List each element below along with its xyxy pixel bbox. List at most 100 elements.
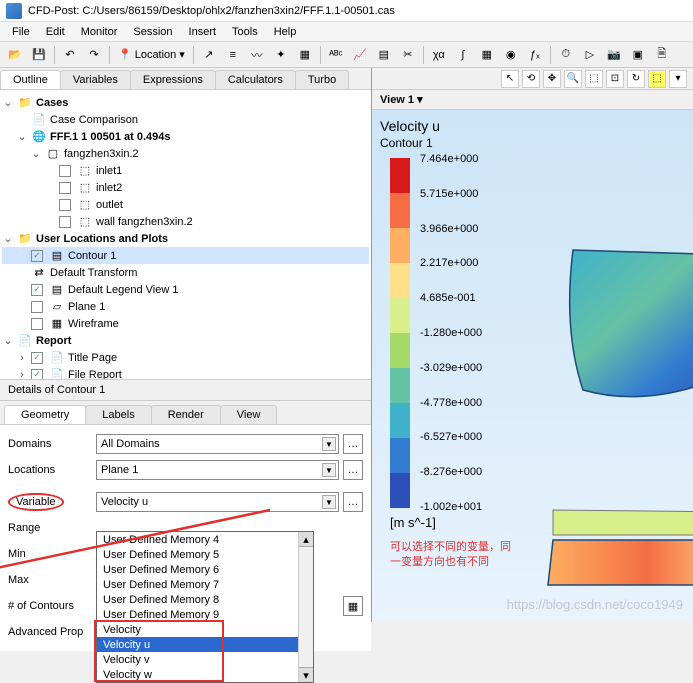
collapse-icon[interactable]: ⌄ [2,96,14,109]
collapse-icon[interactable]: ⌄ [2,334,14,347]
dropdown-option[interactable]: User Defined Memory 9 [97,607,313,622]
tree-plane1[interactable]: Plane 1 [68,301,105,313]
menu-bar[interactable]: File Edit Monitor Session Insert Tools H… [0,22,693,42]
variable-icon[interactable]: χα [428,44,450,66]
tree-inlet2[interactable]: inlet2 [96,182,122,194]
tree-cases[interactable]: Cases [36,97,68,109]
play-icon[interactable]: ▷ [579,44,601,66]
legend-icon[interactable]: ▤ [373,44,395,66]
collapse-icon[interactable]: ⌄ [2,232,14,245]
tree-outlet[interactable]: outlet [96,199,123,211]
tab-render[interactable]: Render [151,405,221,424]
checkbox-checked[interactable]: ✓ [31,369,43,381]
timer-icon[interactable]: ⏱ [555,44,577,66]
tree-file-report[interactable]: File Report [68,369,122,381]
highlight-icon[interactable]: ⬚ [648,70,666,88]
cmd-icon[interactable]: ▣ [627,44,649,66]
menu-insert[interactable]: Insert [181,24,225,40]
view-tab[interactable]: View 1 ▾ [372,90,693,110]
menu-tools[interactable]: Tools [224,24,266,40]
redo-icon[interactable]: ↷ [83,44,105,66]
tree-wall[interactable]: wall fangzhen3xin.2 [96,216,193,228]
calc-icon[interactable]: ▦ [476,44,498,66]
dropdown-option[interactable]: Velocity [97,622,313,637]
text-icon[interactable]: ᴬᴮᶜ [325,44,347,66]
menu-file[interactable]: File [4,24,38,40]
particle-icon[interactable]: ✦ [270,44,292,66]
tree-case[interactable]: FFF.1 1 00501 at 0.494s [50,131,170,143]
fit-icon[interactable]: ⊡ [606,70,624,88]
dropdown-option[interactable]: Velocity w [97,667,313,682]
menu-session[interactable]: Session [125,24,180,40]
collapse-icon[interactable]: ⌄ [30,147,42,160]
undo-icon[interactable]: ↶ [59,44,81,66]
select-icon[interactable]: ↖ [501,70,519,88]
dropdown-option[interactable]: User Defined Memory 8 [97,592,313,607]
tab-expressions[interactable]: Expressions [130,70,216,89]
combo-domains[interactable]: All Domains▼ [96,434,339,454]
location-toolbar-item[interactable]: 📍Location ▾ [114,48,189,61]
dropdown-arrow-icon[interactable]: ▼ [322,495,336,509]
tree-ulp[interactable]: User Locations and Plots [36,233,168,245]
menu-edit[interactable]: Edit [38,24,73,40]
turbo-icon[interactable]: ◉ [500,44,522,66]
tree-case-comparison[interactable]: Case Comparison [50,114,138,126]
dropdown-option[interactable]: Velocity v [97,652,313,667]
checkbox[interactable] [59,216,71,228]
contour-icon[interactable]: ≡ [222,44,244,66]
dropdown-option-selected[interactable]: Velocity u [97,637,313,652]
refresh-icon[interactable]: ↻ [627,70,645,88]
tree-wireframe[interactable]: Wireframe [68,318,119,330]
more-icon[interactable]: ▾ [669,70,687,88]
combo-locations[interactable]: Plane 1▼ [96,460,339,480]
zoombox-icon[interactable]: ⬚ [585,70,603,88]
clip-icon[interactable]: ✂ [397,44,419,66]
dropdown-option[interactable]: User Defined Memory 7 [97,577,313,592]
checkbox-checked[interactable]: ✓ [31,250,43,262]
vector-icon[interactable]: ↗ [198,44,220,66]
checkbox[interactable] [31,318,43,330]
open-icon[interactable]: 📂 [4,44,26,66]
outline-tree[interactable]: ⌄📁Cases 📄Case Comparison ⌄🌐FFF.1 1 00501… [0,90,371,380]
save-icon[interactable]: 💾 [28,44,50,66]
scrollbar[interactable]: ▾▴ [298,532,313,682]
tab-view[interactable]: View [220,405,278,424]
checkbox-checked[interactable]: ✓ [31,284,43,296]
menu-help[interactable]: Help [266,24,305,40]
tree-inlet1[interactable]: inlet1 [96,165,122,177]
tree-report[interactable]: Report [36,335,71,347]
checkbox-checked[interactable]: ✓ [31,352,43,364]
zoom-icon[interactable]: 🔍 [564,70,582,88]
fx-icon[interactable]: ƒₓ [524,44,546,66]
report-icon[interactable]: 🗎 [651,44,673,66]
combo-variable[interactable]: Velocity u▼ [96,492,339,512]
chart-icon[interactable]: 📈 [349,44,371,66]
menu-monitor[interactable]: Monitor [73,24,126,40]
dropdown-option[interactable]: User Defined Memory 6 [97,562,313,577]
expr-icon[interactable]: ∫ [452,44,474,66]
expand-icon[interactable]: › [16,369,28,381]
checkbox[interactable] [31,301,43,313]
tree-default-transform[interactable]: Default Transform [50,267,137,279]
ellipsis-button[interactable]: … [343,460,363,480]
pan-icon[interactable]: ✥ [543,70,561,88]
volume-icon[interactable]: ▦ [294,44,316,66]
tab-outline[interactable]: Outline [0,70,61,89]
ellipsis-button[interactable]: ▦ [343,596,363,616]
tab-labels[interactable]: Labels [85,405,151,424]
checkbox[interactable] [59,199,71,211]
rotate-icon[interactable]: ⟲ [522,70,540,88]
tree-contour1[interactable]: Contour 1 [68,250,116,262]
variable-dropdown[interactable]: User Defined Memory 4 User Defined Memor… [96,531,314,683]
tree-default-legend[interactable]: Default Legend View 1 [68,284,179,296]
checkbox[interactable] [59,165,71,177]
tab-turbo[interactable]: Turbo [295,70,349,89]
expand-icon[interactable]: › [16,352,28,364]
ellipsis-button[interactable]: … [343,434,363,454]
streamline-icon[interactable]: 〰 [246,44,268,66]
tab-calculators[interactable]: Calculators [215,70,296,89]
checkbox[interactable] [59,182,71,194]
tab-geometry[interactable]: Geometry [4,405,86,424]
tab-variables[interactable]: Variables [60,70,131,89]
dropdown-arrow-icon[interactable]: ▼ [322,437,336,451]
